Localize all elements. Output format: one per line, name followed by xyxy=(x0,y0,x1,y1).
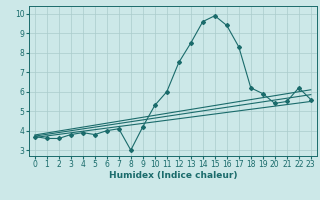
X-axis label: Humidex (Indice chaleur): Humidex (Indice chaleur) xyxy=(108,171,237,180)
